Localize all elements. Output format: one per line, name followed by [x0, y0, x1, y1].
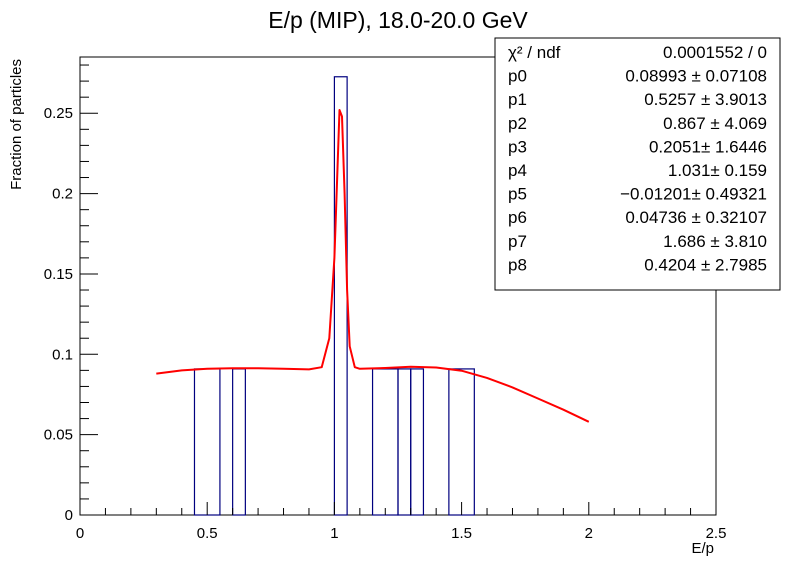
y-tick-label: 0.05 [44, 427, 73, 444]
stats-param-value: −0.01201± 0.49321 [620, 185, 767, 204]
stats-param-name: p1 [508, 90, 527, 109]
stats-rows: χ² / ndf 0.0001552 / 0 p0 0.08993 ± 0.07108… [508, 43, 767, 274]
histogram [193, 76, 475, 516]
y-tick-label: 0 [65, 507, 73, 524]
stats-param-name: p4 [508, 161, 527, 180]
stats-param-value: 1.686 ± 3.810 [663, 232, 767, 251]
x-axis: 0 0.5 1 1.5 2 2.5 [76, 502, 727, 542]
y-tick-label: 0.2 [52, 186, 73, 203]
stats-param-value: 0.04736 ± 0.32107 [625, 208, 767, 227]
histogram-bin [448, 368, 475, 516]
stats-box-frame [494, 37, 781, 291]
x-tick-label: 0 [76, 525, 84, 542]
stats-param-value: 0.08993 ± 0.07108 [625, 67, 767, 86]
stats-param-name: p5 [508, 185, 527, 204]
stats-param-name: χ² / ndf [508, 43, 561, 62]
y-axis-title: Fraction of particles [8, 59, 25, 190]
y-axis: 0 0.05 0.1 0.15 0.2 0.25 [44, 64, 98, 524]
x-axis-title: E/p [691, 540, 714, 557]
histogram-bin [232, 368, 246, 516]
stats-param-value: 1.031± 0.159 [668, 161, 767, 180]
histogram-bin [371, 368, 399, 516]
stats-param-name: p6 [508, 208, 527, 227]
stats-param-value: 0.2051± 1.6446 [649, 137, 767, 156]
fit-curve-group [156, 109, 590, 423]
y-tick-label: 0.15 [44, 266, 73, 283]
chart-title: E/p (MIP), 18.0-20.0 GeV [268, 7, 528, 33]
x-tick-label: 2 [585, 525, 593, 542]
stats-param-name: p8 [508, 255, 527, 274]
x-tick-label: 2.5 [706, 525, 727, 542]
histogram-bin [333, 76, 348, 516]
y-tick-label: 0.1 [52, 346, 73, 363]
stats-param-value: 0.5257 ± 3.9013 [644, 90, 767, 109]
stats-param-name: p2 [508, 114, 527, 133]
y-tick-label: 0.25 [44, 105, 73, 122]
x-tick-label: 1.5 [451, 525, 472, 542]
histogram-bin [410, 368, 425, 516]
stats-param-name: p3 [508, 137, 527, 156]
histogram-bin [397, 368, 412, 516]
stats-param-name: p7 [508, 232, 527, 251]
stats-param-value: 0.0001552 / 0 [663, 43, 767, 62]
x-tick-label: 0.5 [197, 525, 218, 542]
fit-curve [156, 109, 590, 423]
stats-box: χ² / ndf 0.0001552 / 0 p0 0.08993 ± 0.07108… [494, 37, 781, 291]
stats-param-value: 0.867 ± 4.069 [663, 114, 767, 133]
stats-param-name: p0 [508, 67, 527, 86]
stats-param-value: 0.4204 ± 2.7985 [644, 255, 767, 274]
x-tick-label: 1 [330, 525, 338, 542]
histogram-bin [193, 368, 221, 516]
